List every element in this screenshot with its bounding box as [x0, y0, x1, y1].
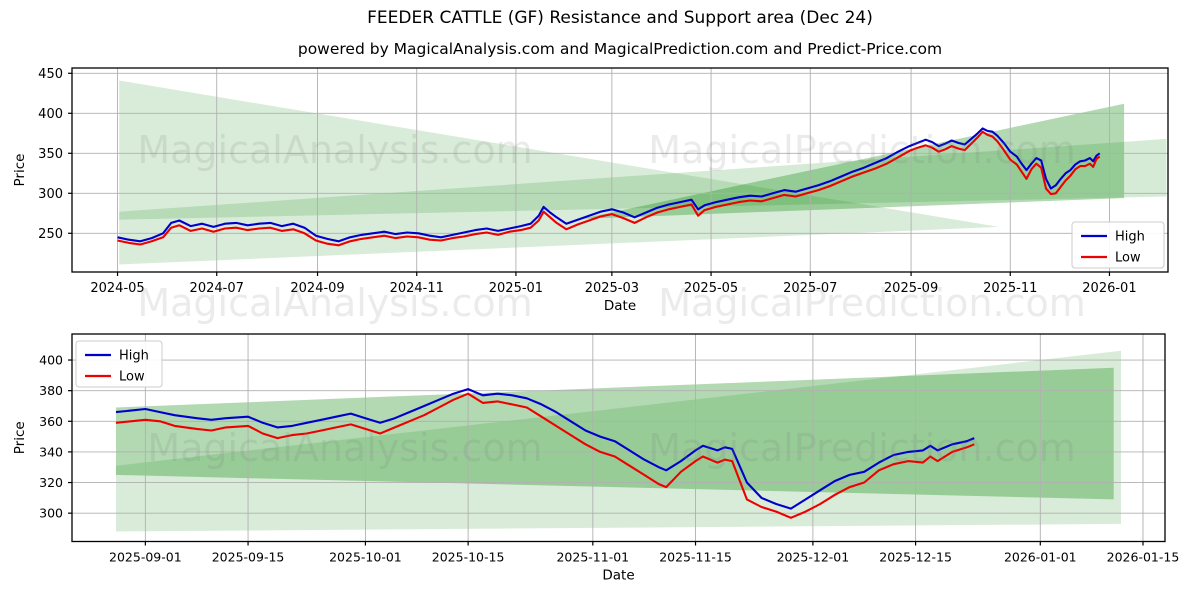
y-tick-label: 300	[39, 506, 63, 521]
watermarks: MagicalAnalysis.com MagicalPrediction.com…	[137, 128, 1085, 470]
x-tick-label: 2025-09-15	[212, 550, 285, 565]
x-tick-label: 2025-09-01	[109, 550, 182, 565]
x-tick-label: 2025-10-15	[432, 550, 505, 565]
y-tick-label: 320	[39, 475, 63, 490]
top-chart-spines	[71, 67, 1169, 273]
y-axis-label: Price	[12, 154, 28, 187]
y-tick-label: 400	[38, 107, 63, 122]
x-tick-label: 2025-11-15	[659, 550, 732, 565]
y-tick-label: 360	[39, 414, 63, 429]
x-tick-label: 2026-01-01	[1004, 550, 1077, 565]
x-tick-label: 2025-01	[489, 281, 543, 296]
x-tick-label: 2025-05	[684, 281, 738, 296]
outer-support-resistance-band	[116, 350, 1121, 532]
high-line	[117, 127, 1101, 243]
y-tick-label: 250	[38, 227, 63, 242]
y-tick-label: 450	[38, 67, 63, 82]
legend-high-label: High	[119, 349, 149, 364]
x-tick-label: 2025-12-01	[777, 550, 850, 565]
x-tick-label: 2025-12-15	[879, 550, 952, 565]
bottom-chart: 2025-09-01 2025-09-15 2025-10-01 2025-10-15…	[12, 333, 1179, 584]
rising-channel-band	[119, 138, 1167, 220]
watermark-text: MagicalPrediction.com	[648, 426, 1076, 470]
top-chart: 2024-05 2024-07 2024-09 2024-11 2025-01 2025-…	[12, 67, 1169, 314]
x-tick-label: 2024-07	[190, 281, 244, 296]
x-tick-label: 2025-07	[783, 281, 837, 296]
x-tick-label: 2025-11	[983, 281, 1037, 296]
top-chart-axes: 2024-05 2024-07 2024-09 2024-11 2025-01 2025-…	[12, 67, 1137, 314]
top-chart-bands	[119, 80, 1167, 265]
x-tick-label: 2026-01	[1082, 281, 1136, 296]
watermark-text: MagicalAnalysis.com	[137, 128, 532, 172]
legend-high-label: High	[1115, 230, 1145, 245]
x-tick-label: 2024-09	[290, 281, 344, 296]
watermark-text: MagicalPrediction.com	[658, 281, 1086, 325]
y-tick-label: 340	[39, 444, 63, 459]
bottom-chart-axes: 2025-09-01 2025-09-15 2025-10-01 2025-10-15…	[12, 353, 1179, 584]
x-tick-label: 2024-11	[390, 281, 444, 296]
expanding-wedge-right	[581, 103, 1125, 219]
x-tick-label: 2025-10-01	[329, 550, 402, 565]
x-tick-label: 2024-05	[90, 281, 144, 296]
y-tick-label: 380	[39, 383, 63, 398]
high-line	[115, 388, 975, 510]
y-tick-label: 400	[39, 353, 63, 368]
x-tick-label: 2025-03	[585, 281, 639, 296]
x-axis-label: Date	[602, 568, 634, 584]
top-chart-gridlines	[72, 68, 1168, 272]
top-chart-series	[117, 127, 1101, 247]
legend-low-label: Low	[1115, 251, 1141, 266]
chart-title: FEEDER CATTLE (GF) Resistance and Suppor…	[367, 8, 873, 28]
x-tick-label: 2026-01-15	[1107, 550, 1180, 565]
y-axis-label: Price	[12, 421, 28, 454]
x-tick-label: 2025-09	[884, 281, 938, 296]
chart-subtitle: powered by MagicalAnalysis.com and Magic…	[297, 40, 943, 58]
top-chart-legend: High Low	[1071, 221, 1165, 269]
x-axis-label: Date	[604, 298, 636, 314]
watermark-text: MagicalAnalysis.com	[147, 426, 542, 470]
low-line	[115, 392, 975, 519]
x-tick-label: 2025-11-01	[556, 550, 629, 565]
watermark-text: MagicalPrediction.com	[648, 128, 1076, 172]
y-tick-label: 350	[38, 147, 63, 162]
bottom-chart-legend: High Low	[75, 340, 163, 388]
bottom-chart-spines	[71, 333, 1166, 543]
legend-low-label: Low	[119, 370, 145, 385]
watermark-text: MagicalAnalysis.com	[137, 281, 532, 325]
y-tick-label: 300	[38, 187, 63, 202]
bottom-chart-series	[115, 388, 975, 519]
low-line	[117, 130, 1101, 247]
support-resistance-wedge-left	[119, 80, 999, 265]
